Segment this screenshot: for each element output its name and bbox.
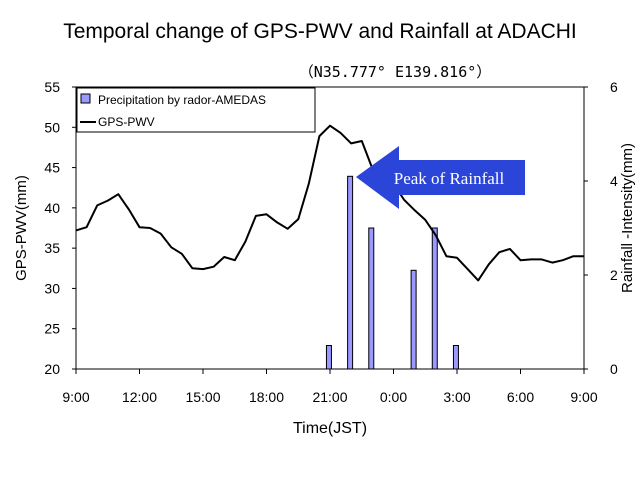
legend-box (76, 87, 316, 133)
precipitation-bar (325, 345, 332, 370)
legend-bar-label: Precipitation by rador-AMEDAS (98, 93, 266, 107)
annotation-arrow: Peak of Rainfall (356, 146, 525, 209)
y-left-tick-label: 50 (44, 119, 60, 135)
y-left-tick-label: 45 (44, 160, 60, 176)
arrow-shape (356, 146, 525, 209)
y-left-tick-label: 40 (44, 200, 60, 216)
precipitation-bar (431, 227, 438, 370)
x-tick-label: 21:00 (312, 389, 347, 405)
x-tick-label: 18:00 (249, 389, 284, 405)
x-tick-label: 3:00 (443, 389, 470, 405)
precipitation-bar (410, 269, 417, 370)
legend: Precipitation by rador-AMEDAS GPS-PWV (76, 87, 316, 133)
x-axis-label: Time(JST) (293, 420, 367, 437)
y-right-tick-label: 0 (610, 361, 618, 377)
y-left-tick-label: 20 (44, 361, 60, 377)
y-right-tick-label: 4 (610, 173, 618, 189)
y-right-tick-label: 2 (610, 267, 618, 283)
y-left-tick-label: 35 (44, 240, 60, 256)
chart-subtitle: （N35.777° E139.816°） (298, 63, 492, 81)
annotation-text: Peak of Rainfall (394, 169, 505, 188)
y-left-tick-label: 55 (44, 79, 60, 95)
x-tick-label: 12:00 (122, 389, 157, 405)
legend-line-label: GPS-PWV (98, 115, 155, 129)
plot-area (75, 86, 585, 370)
precipitation-bar (347, 175, 354, 370)
precipitation-bar (452, 345, 459, 370)
x-tick-label: 6:00 (507, 389, 534, 405)
x-tick-label: 15:00 (185, 389, 220, 405)
x-tick-label: 9:00 (62, 389, 89, 405)
x-tick-label: 9:00 (570, 389, 597, 405)
x-tick-label: 0:00 (380, 389, 407, 405)
chart-title: Temporal change of GPS-PWV and Rainfall … (63, 20, 577, 43)
y-left-tick-label: 25 (44, 321, 60, 337)
y-axis-right-label: Rainfall -Intensity(mm) (619, 143, 636, 293)
legend-bar-swatch (80, 93, 91, 104)
pwv-series-line (75, 124, 584, 282)
y-axis-left-label: GPS-PWV(mm) (13, 175, 30, 281)
precipitation-bar (368, 227, 375, 370)
y-left-tick-label: 30 (44, 280, 60, 296)
y-right-tick-label: 6 (610, 79, 618, 95)
